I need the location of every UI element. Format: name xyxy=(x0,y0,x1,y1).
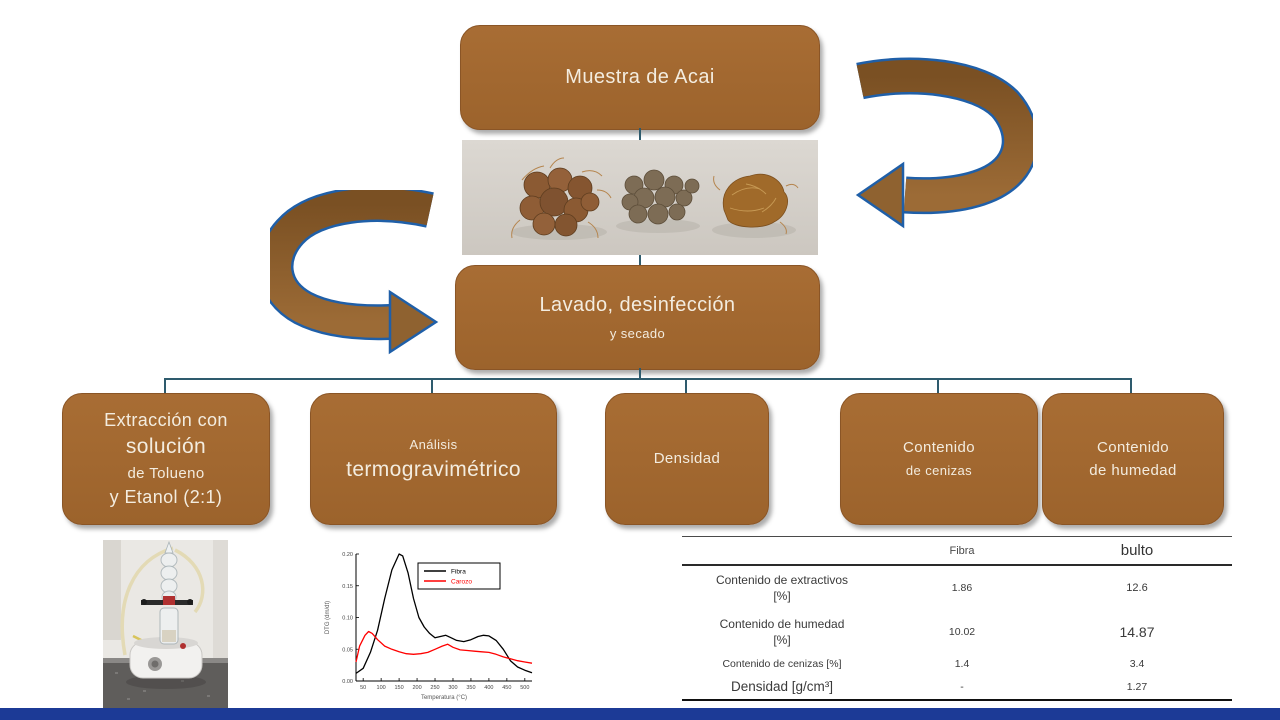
table-row: Contenido de extractivos [%] 1.86 12.6 xyxy=(682,566,1232,610)
cenizas-line2: de cenizas xyxy=(905,462,973,478)
branch-drop-2 xyxy=(431,378,433,394)
row-label-unit: [%] xyxy=(773,589,791,603)
flow-box-muestra-label: Muestra de Acai xyxy=(565,66,715,88)
col-header-fibra: Fibra xyxy=(949,544,975,557)
flow-box-contenido-humedad: Contenido de humedad xyxy=(1042,393,1224,525)
connector-top-photo xyxy=(639,128,641,141)
svg-text:250: 250 xyxy=(430,685,439,691)
extraccion-line1: Extracción con xyxy=(104,410,228,431)
analisis-line1: Análisis xyxy=(409,436,458,452)
cell-bulto: 3.4 xyxy=(1129,658,1145,670)
curved-arrow-right xyxy=(855,57,1033,229)
flow-box-lavado: Lavado, desinfección y secado xyxy=(455,265,820,370)
cell-bulto: 14.87 xyxy=(1119,624,1155,640)
flow-box-contenido-cenizas: Contenido de cenizas xyxy=(840,393,1038,525)
svg-text:200: 200 xyxy=(412,685,421,691)
humedad-line1: Contenido xyxy=(1097,438,1169,456)
acai-seeds-image xyxy=(462,140,818,255)
arrowhead-right-icon xyxy=(388,289,439,355)
branch-drop-1 xyxy=(164,378,166,394)
cell-bulto: 12.6 xyxy=(1126,582,1148,594)
svg-text:500: 500 xyxy=(520,685,529,691)
acai-seeds-photo xyxy=(462,140,818,255)
row-label-unit: [%] xyxy=(773,633,791,647)
seed-cluster-fibrous xyxy=(519,167,600,237)
svg-text:0.15: 0.15 xyxy=(342,584,353,590)
lavado-line2: y secado xyxy=(609,326,666,341)
soxhlet-apparatus-photo xyxy=(103,540,228,708)
svg-text:150: 150 xyxy=(395,685,404,691)
flow-box-muestra-de-acai: Muestra de Acai xyxy=(460,25,820,130)
svg-text:450: 450 xyxy=(502,685,511,691)
svg-text:Temperatura (°C): Temperatura (°C) xyxy=(421,695,467,701)
svg-text:0.00: 0.00 xyxy=(342,679,353,685)
svg-text:0.05: 0.05 xyxy=(342,647,353,653)
table-row: Contenido de humedad [%] 10.02 14.87 xyxy=(682,610,1232,654)
svg-text:Carozo: Carozo xyxy=(451,578,472,585)
cell-bulto: 1.27 xyxy=(1126,680,1148,693)
extraccion-line2: solución xyxy=(125,435,207,459)
humedad-line2: de humedad xyxy=(1089,462,1177,479)
cell-fibra: - xyxy=(960,680,964,693)
svg-text:300: 300 xyxy=(448,685,457,691)
connector-lavado-branch xyxy=(639,368,641,379)
dtg-chart-svg: 50 100 150 200 250 300 350 400 450 500 0.00 0.05 0.1… xyxy=(325,552,533,701)
seed-fiber-strands xyxy=(511,157,612,239)
connector-photo-lavado xyxy=(639,255,641,265)
svg-text:0.10: 0.10 xyxy=(342,616,353,622)
row-label: Densidad [g/cm³] xyxy=(730,679,834,694)
fiber-pile xyxy=(713,173,799,235)
curved-arrow-left xyxy=(270,190,439,355)
svg-text:50: 50 xyxy=(360,685,366,691)
row-label: Contenido de humedad xyxy=(719,617,845,631)
results-table: Fibra bulto Contenido de extractivos [%]… xyxy=(682,536,1232,701)
arrowhead-left-icon xyxy=(855,161,905,229)
seed-cluster-clean xyxy=(621,169,700,225)
svg-text:350: 350 xyxy=(466,685,475,691)
row-label: Contenido de cenizas [%] xyxy=(722,658,842,670)
extraccion-line3: de Tolueno xyxy=(127,464,205,482)
table-body: Contenido de extractivos [%] 1.86 12.6 C… xyxy=(682,566,1232,701)
lavado-line1: Lavado, desinfección xyxy=(539,294,736,316)
soxhlet-apparatus-image xyxy=(103,540,228,708)
svg-text:DTG (dm/dt): DTG (dm/dt) xyxy=(325,601,331,634)
branch-drop-5 xyxy=(1130,378,1132,394)
dtg-chart: 50 100 150 200 250 300 350 400 450 500 0.00 0.05 0.1… xyxy=(322,548,542,713)
col-header-bulto: bulto xyxy=(1120,542,1154,559)
table-row: Densidad [g/cm³] - 1.27 xyxy=(682,674,1232,699)
branch-horizontal-line xyxy=(164,378,1132,380)
row-label: Contenido de extractivos xyxy=(715,573,849,587)
table-header-row: Fibra bulto xyxy=(682,536,1232,566)
svg-text:Fibra: Fibra xyxy=(451,568,466,575)
table-row: Contenido de cenizas [%] 1.4 3.4 xyxy=(682,654,1232,674)
extraccion-line4: y Etanol (2:1) xyxy=(109,486,223,507)
flow-box-densidad: Densidad xyxy=(605,393,769,525)
cell-fibra: 10.02 xyxy=(948,626,976,638)
footer-accent-bar xyxy=(0,708,1280,720)
cell-fibra: 1.86 xyxy=(951,582,973,594)
flow-box-extraccion: Extracción con solución de Tolueno y Eta… xyxy=(62,393,270,525)
densidad-label: Densidad xyxy=(653,450,721,468)
analisis-line2: termogravimétrico xyxy=(346,457,521,481)
cell-fibra: 1.4 xyxy=(954,658,970,670)
flow-box-analisis-termogravimetrico: Análisis termogravimétrico xyxy=(310,393,557,525)
svg-text:100: 100 xyxy=(377,685,386,691)
branch-drop-4 xyxy=(937,378,939,394)
svg-text:0.20: 0.20 xyxy=(342,552,353,558)
branch-drop-3 xyxy=(685,378,687,394)
cenizas-line1: Contenido xyxy=(903,439,975,457)
svg-text:400: 400 xyxy=(484,685,493,691)
